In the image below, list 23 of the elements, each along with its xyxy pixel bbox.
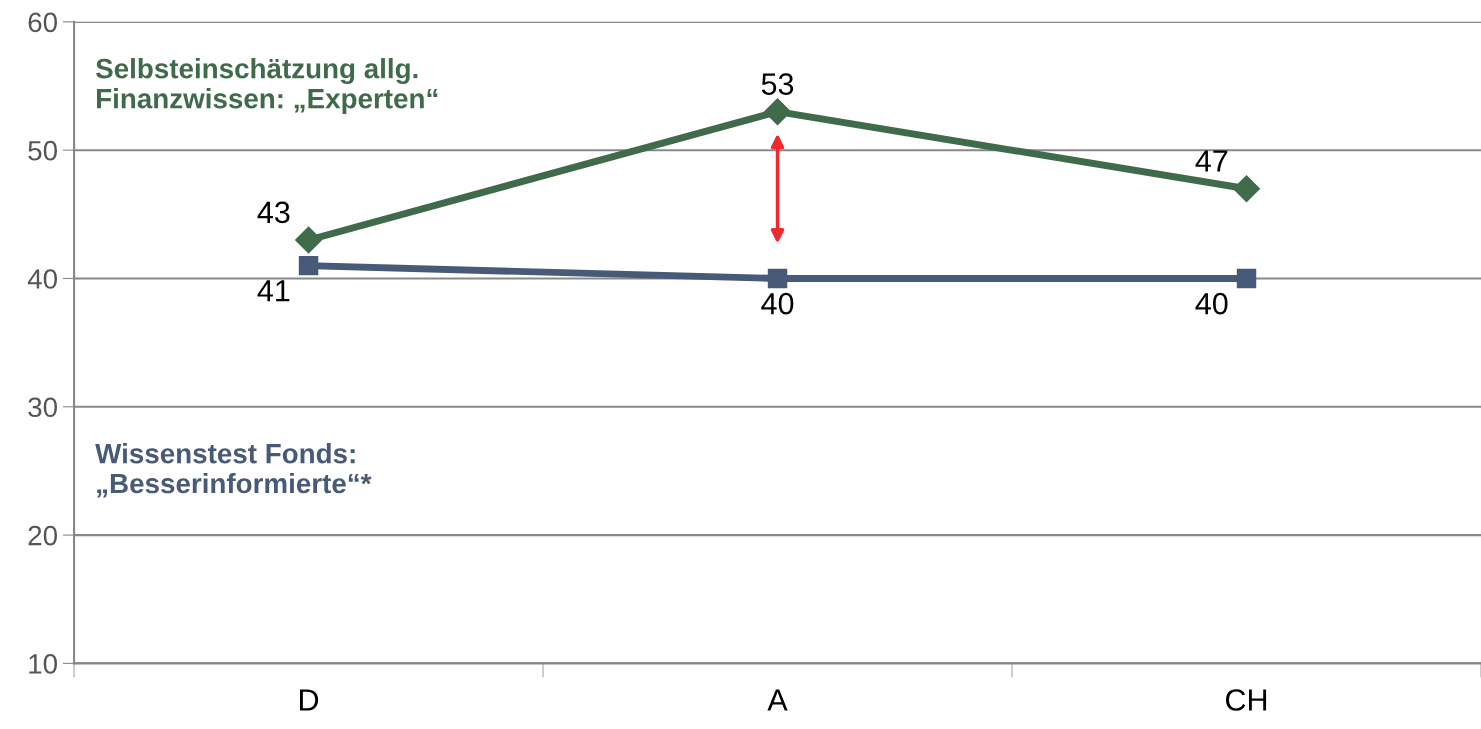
data-label: 40 xyxy=(761,292,794,315)
y-tick-label: 10 xyxy=(29,654,57,674)
y-tick-label: 30 xyxy=(28,397,57,418)
point xyxy=(764,98,791,126)
y-tick-label: 50 xyxy=(28,140,57,161)
text: Selbsteinschätzung allg. Finanzwissen: „Experten“ xyxy=(95,58,438,114)
y-tick-label: 40 xyxy=(27,269,57,289)
data-label: 47 xyxy=(1195,150,1228,172)
point xyxy=(1233,175,1260,203)
y-tick-label: 20 xyxy=(28,525,57,546)
point xyxy=(1236,268,1257,289)
point xyxy=(767,268,788,289)
data-label: 40 xyxy=(1195,292,1228,315)
x-tick-label: CH xyxy=(1225,689,1267,711)
data-label: 43 xyxy=(257,201,290,224)
data-label: 53 xyxy=(761,73,794,95)
point xyxy=(295,226,323,254)
data-label: 41 xyxy=(257,280,290,302)
point xyxy=(298,255,319,276)
x-tick-label: D xyxy=(300,689,319,711)
x-tick-label: A xyxy=(767,689,788,711)
y-tick-label: 60 xyxy=(28,12,57,33)
text: Wissenstest Fonds: „Besserinformierte“* xyxy=(95,443,372,498)
